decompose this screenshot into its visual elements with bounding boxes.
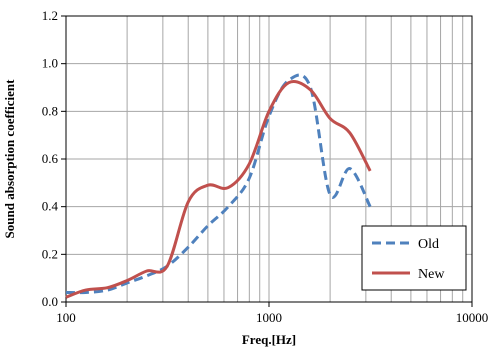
x-tick-label: 100 xyxy=(56,310,76,325)
series-line-new xyxy=(65,80,372,299)
y-tick-label: 1.0 xyxy=(42,56,58,71)
legend: Old New xyxy=(361,225,467,291)
y-tick-label: 0.0 xyxy=(42,294,58,309)
series-line-old xyxy=(65,73,372,295)
y-tick-label: 0.4 xyxy=(42,199,59,214)
y-tick-label: 0.8 xyxy=(42,103,58,118)
y-axis-title: Sound absorption coefficient xyxy=(2,79,17,239)
series-layer xyxy=(65,73,372,299)
y-tick-label: 1.2 xyxy=(42,8,58,23)
x-axis-title: Freq.[Hz] xyxy=(242,332,296,347)
legend-box xyxy=(361,225,467,291)
y-tick-label: 0.2 xyxy=(42,246,58,261)
legend-label-new: New xyxy=(418,267,445,282)
y-tick-label: 0.6 xyxy=(42,151,59,166)
x-tick-label: 1000 xyxy=(256,310,282,325)
legend-label-old: Old xyxy=(418,237,439,252)
y-axis-ticks: 0.0 0.2 0.4 0.6 0.8 1.0 1.2 xyxy=(42,8,66,309)
x-axis-ticks: 100 1000 10000 xyxy=(56,302,488,325)
x-tick-label: 10000 xyxy=(456,310,489,325)
